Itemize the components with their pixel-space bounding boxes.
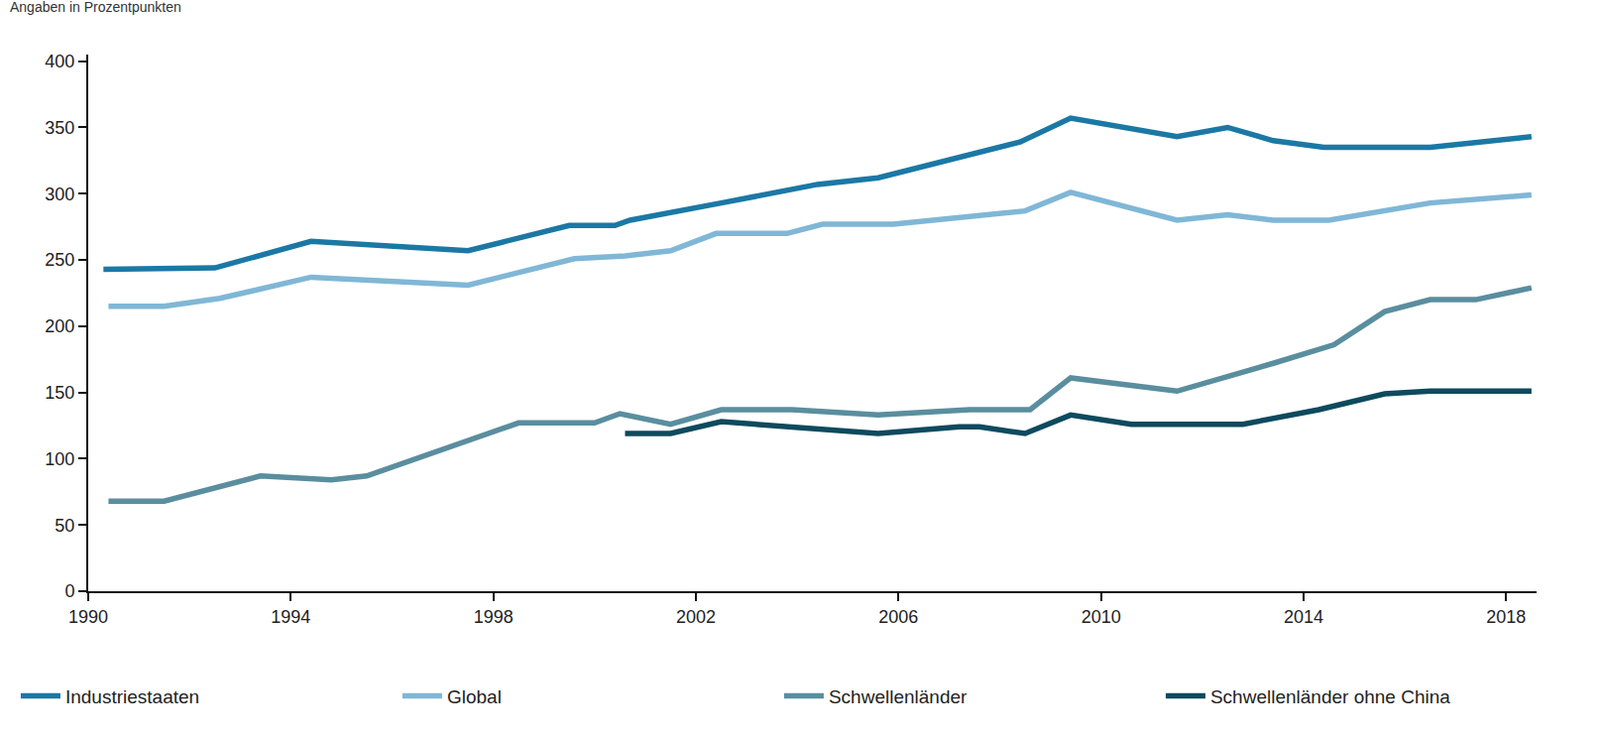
svg-text:Angaben in Prozentpunkten: Angaben in Prozentpunkten bbox=[9, 0, 182, 15]
svg-text:1998: 1998 bbox=[473, 606, 514, 627]
svg-text:2002: 2002 bbox=[676, 606, 716, 627]
svg-text:400: 400 bbox=[44, 51, 75, 72]
svg-text:300: 300 bbox=[44, 184, 75, 205]
svg-text:2014: 2014 bbox=[1283, 606, 1324, 627]
svg-text:1990: 1990 bbox=[68, 606, 109, 627]
svg-text:350: 350 bbox=[44, 117, 75, 138]
svg-text:Global: Global bbox=[447, 685, 502, 707]
svg-text:0: 0 bbox=[64, 580, 75, 601]
svg-text:100: 100 bbox=[44, 449, 75, 469]
svg-text:Schwellenländer ohne China: Schwellenländer ohne China bbox=[1210, 685, 1451, 707]
svg-text:Schwellenländer: Schwellenländer bbox=[828, 685, 968, 707]
svg-text:200: 200 bbox=[44, 316, 75, 337]
svg-text:Industriestaaten: Industriestaaten bbox=[65, 685, 200, 707]
svg-text:250: 250 bbox=[44, 249, 75, 270]
svg-text:150: 150 bbox=[44, 382, 75, 403]
svg-text:2006: 2006 bbox=[878, 606, 918, 627]
svg-text:2018: 2018 bbox=[1485, 606, 1526, 627]
svg-text:2010: 2010 bbox=[1081, 606, 1122, 627]
svg-text:50: 50 bbox=[54, 515, 75, 536]
svg-text:1994: 1994 bbox=[270, 606, 311, 627]
